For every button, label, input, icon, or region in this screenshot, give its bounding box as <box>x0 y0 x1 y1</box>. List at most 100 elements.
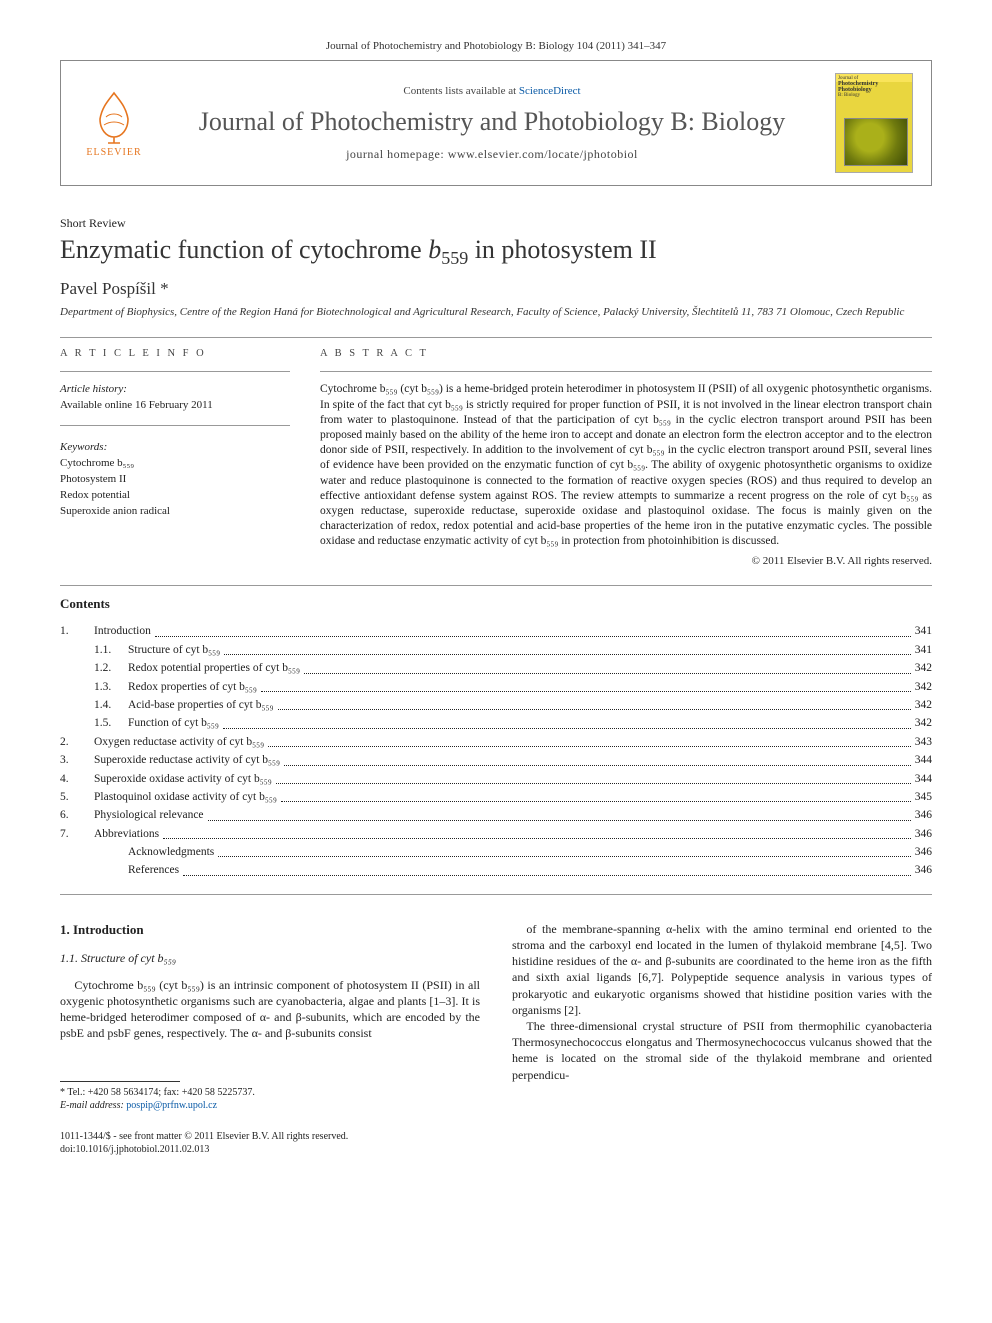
affiliation: Department of Biophysics, Centre of the … <box>60 305 932 319</box>
toc-dots <box>155 622 911 636</box>
toc-row[interactable]: 3.Superoxide reductase activity of cyt b… <box>60 751 932 769</box>
keyword: Photosystem II <box>60 472 290 487</box>
title-pre: Enzymatic function of cytochrome <box>60 235 428 264</box>
author-name: Pavel Pospíšil <box>60 279 156 298</box>
toc-dots <box>261 678 911 692</box>
toc-page: 341 <box>915 641 932 659</box>
body-paragraph: Cytochrome b₅₅₉ (cyt b₅₅₉) is an intrins… <box>60 977 480 1042</box>
contents-line-pre: Contents lists available at <box>403 85 518 97</box>
toc-row[interactable]: 1.Introduction341 <box>60 622 932 640</box>
toc-page: 342 <box>915 659 932 677</box>
toc-label: Oxygen reductase activity of cyt b₅₅₉ <box>94 733 264 751</box>
cover-label-bottom: B: Biology <box>838 93 910 98</box>
journal-cover-thumbnail: Journal of Photochemistry Photobiology B… <box>835 73 913 173</box>
toc-label: Superoxide oxidase activity of cyt b₅₅₉ <box>94 770 272 788</box>
toc-page: 344 <box>915 751 932 769</box>
toc-page: 342 <box>915 678 932 696</box>
toc-num: 2. <box>60 733 94 751</box>
toc-dots <box>268 733 911 747</box>
toc-dots <box>276 770 911 784</box>
divider-top <box>60 337 932 338</box>
title-post: in photosystem II <box>468 235 657 264</box>
elsevier-logo-text: ELSEVIER <box>86 147 141 158</box>
keyword: Redox potential <box>60 488 290 503</box>
toc-dots <box>224 641 911 655</box>
toc-row[interactable]: 4.Superoxide oxidase activity of cyt b₅₅… <box>60 770 932 788</box>
toc-num <box>94 843 128 861</box>
body-paragraph: of the membrane-spanning α-helix with th… <box>512 921 932 1018</box>
toc-num: 7. <box>60 825 94 843</box>
subsection-heading: 1.1. Structure of cyt b₅₅₉ <box>60 950 480 966</box>
journal-header-box: ELSEVIER Contents lists available at Sci… <box>60 60 932 186</box>
toc-row[interactable]: 2.Oxygen reductase activity of cyt b₅₅₉ 3… <box>60 733 932 751</box>
publication-footer: 1011-1344/$ - see front matter © 2011 El… <box>60 1130 932 1156</box>
keywords-head: Keywords: <box>60 440 290 455</box>
toc-page: 342 <box>915 696 932 714</box>
toc-label: Acid-base properties of cyt b₅₅₉ <box>128 696 274 714</box>
divider-below-abstract <box>60 585 932 586</box>
toc-dots <box>284 751 911 765</box>
abstract-col: A B S T R A C T Cytochrome b₅₅₉ (cyt b₅₅… <box>320 348 932 567</box>
divider-below-toc <box>60 894 932 895</box>
footnote-tel: * Tel.: +420 58 5634174; fax: +420 58 52… <box>60 1086 480 1099</box>
toc-num: 4. <box>60 770 94 788</box>
divider-ai <box>60 371 290 372</box>
toc-label: References <box>128 861 179 879</box>
article-info-col: A R T I C L E I N F O Article history: A… <box>60 348 290 567</box>
toc-num: 1.3. <box>94 678 128 696</box>
body-paragraph: The three-dimensional crystal structure … <box>512 1018 932 1083</box>
toc-row[interactable]: 5.Plastoquinol oxidase activity of cyt b… <box>60 788 932 806</box>
contents-head: Contents <box>60 596 932 612</box>
info-abstract-row: A R T I C L E I N F O Article history: A… <box>60 348 932 567</box>
toc-row[interactable]: 6.Physiological relevance346 <box>60 806 932 824</box>
footnote-block: * Tel.: +420 58 5634174; fax: +420 58 52… <box>60 1086 480 1112</box>
keyword: Cytochrome b₅₅₉ <box>60 456 290 471</box>
toc-dots <box>304 659 911 673</box>
sciencedirect-link[interactable]: ScienceDirect <box>519 85 581 97</box>
toc-dots <box>281 788 911 802</box>
toc-num <box>94 861 128 879</box>
footer-doi: doi:10.1016/j.jphotobiol.2011.02.013 <box>60 1143 932 1156</box>
toc-label: Acknowledgments <box>128 843 214 861</box>
toc-label: Introduction <box>94 622 151 640</box>
toc-dots <box>278 696 911 710</box>
toc-row[interactable]: Acknowledgments346 <box>60 843 932 861</box>
journal-title: Journal of Photochemistry and Photobiolo… <box>167 107 817 137</box>
abstract-text: Cytochrome b₅₅₉ (cyt b₅₅₉) is a heme-bri… <box>320 382 932 549</box>
toc-row[interactable]: 7.Abbreviations346 <box>60 825 932 843</box>
toc-num: 1.2. <box>94 659 128 677</box>
toc-row[interactable]: 1.2.Redox potential properties of cyt b₅… <box>60 659 932 677</box>
toc-row[interactable]: 1.3.Redox properties of cyt b₅₅₉342 <box>60 678 932 696</box>
toc-num: 3. <box>60 751 94 769</box>
toc-row[interactable]: 1.5.Function of cyt b₅₅₉342 <box>60 714 932 732</box>
toc-page: 346 <box>915 806 932 824</box>
toc-num: 1. <box>60 622 94 640</box>
divider-ai2 <box>60 425 290 426</box>
running-head: Journal of Photochemistry and Photobiolo… <box>60 40 932 52</box>
toc-num: 1.4. <box>94 696 128 714</box>
body-columns: 1. Introduction 1.1. Structure of cyt b₅… <box>60 921 932 1112</box>
toc-num: 1.1. <box>94 641 128 659</box>
footnote-email[interactable]: pospip@prfnw.upol.cz <box>126 1100 217 1111</box>
toc-label: Function of cyt b₅₅₉ <box>128 714 219 732</box>
toc-row[interactable]: 1.1.Structure of cyt b₅₅₉ 341 <box>60 641 932 659</box>
toc-dots <box>183 861 911 875</box>
footer-line1: 1011-1344/$ - see front matter © 2011 El… <box>60 1130 932 1143</box>
history-line: Available online 16 February 2011 <box>60 398 290 413</box>
toc-row[interactable]: 1.4.Acid-base properties of cyt b₅₅₉ 342 <box>60 696 932 714</box>
article-info-head: A R T I C L E I N F O <box>60 348 290 359</box>
toc-label: Physiological relevance <box>94 806 204 824</box>
toc-dots <box>163 825 911 839</box>
footnote-rule <box>60 1081 180 1082</box>
toc-page: 343 <box>915 733 932 751</box>
toc-label: Structure of cyt b₅₅₉ <box>128 641 220 659</box>
toc-dots <box>218 843 911 857</box>
toc-row[interactable]: References 346 <box>60 861 932 879</box>
title-cyt-b: b <box>428 235 441 264</box>
toc-page: 346 <box>915 861 932 879</box>
toc-dots <box>223 714 911 728</box>
corresponding-mark: * <box>160 279 169 298</box>
cover-label-mid: Photochemistry Photobiology <box>838 81 910 93</box>
header-center: Contents lists available at ScienceDirec… <box>167 85 817 162</box>
title-cyt-sub: 559 <box>441 248 468 268</box>
